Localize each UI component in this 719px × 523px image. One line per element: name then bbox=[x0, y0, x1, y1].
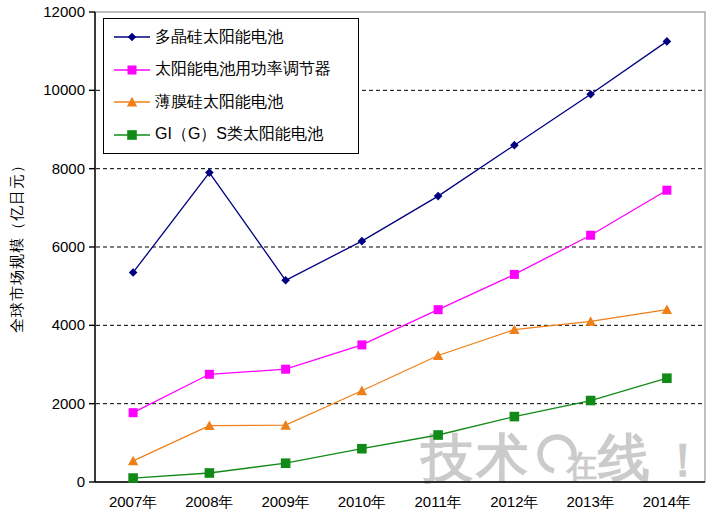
diamond-marker-icon bbox=[114, 31, 150, 43]
svg-text:10000: 10000 bbox=[43, 81, 85, 98]
triangle-marker-icon bbox=[114, 96, 150, 108]
svg-text:2009年: 2009年 bbox=[261, 493, 309, 510]
svg-text:2014年: 2014年 bbox=[643, 493, 691, 510]
legend-item: 多晶硅太阳能电池 bbox=[114, 21, 358, 53]
svg-text:0: 0 bbox=[77, 473, 85, 490]
svg-text:8000: 8000 bbox=[52, 160, 85, 177]
svg-text:4000: 4000 bbox=[52, 316, 85, 333]
solar-market-line-chart: 0 2000 4000 6000 8000 10000 12000 2007年 2008年 200… bbox=[0, 0, 719, 523]
svg-text:2007年: 2007年 bbox=[109, 493, 157, 510]
legend-label: 太阳能电池用功率调节器 bbox=[155, 59, 331, 80]
svg-text:2008年: 2008年 bbox=[185, 493, 233, 510]
square-marker-icon bbox=[114, 64, 150, 76]
svg-text:2000: 2000 bbox=[52, 395, 85, 412]
legend: 多晶硅太阳能电池 太阳能电池用功率调节器 薄膜硅太阳能电池 GI（G）S类太阳能… bbox=[103, 18, 359, 154]
legend-label: GI（G）S类太阳能电池 bbox=[155, 124, 323, 145]
svg-text:2013年: 2013年 bbox=[566, 493, 614, 510]
svg-text:2010年: 2010年 bbox=[338, 493, 386, 510]
legend-label: 薄膜硅太阳能电池 bbox=[155, 92, 283, 113]
svg-text:12000: 12000 bbox=[43, 3, 85, 20]
svg-text:2012年: 2012年 bbox=[490, 493, 538, 510]
y-axis-title: 全球市场规模（亿日元） bbox=[8, 157, 27, 333]
svg-text:2011年: 2011年 bbox=[414, 493, 461, 510]
legend-item: 薄膜硅太阳能电池 bbox=[114, 86, 358, 118]
square-marker-icon bbox=[114, 129, 150, 141]
legend-label: 多晶硅太阳能电池 bbox=[155, 27, 283, 48]
legend-item: GI（G）S类太阳能电池 bbox=[114, 119, 358, 151]
svg-text:6000: 6000 bbox=[52, 238, 85, 255]
legend-item: 太阳能电池用功率调节器 bbox=[114, 54, 358, 86]
